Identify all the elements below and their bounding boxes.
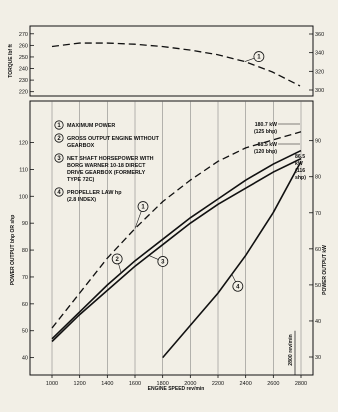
- torque-right-tick-label: 320: [315, 69, 324, 75]
- power-right-tick-label: 40: [315, 319, 321, 325]
- power-left-axis-label: POWER OUTPUT bhp OR shp: [10, 215, 16, 286]
- legend-key-number-3: 3: [57, 156, 61, 162]
- legend-key-number-1: 1: [57, 123, 61, 129]
- power-right-tick-label: 90: [315, 139, 321, 145]
- legend-text-line: BORG WARNER 10-18 DIRECT: [67, 163, 146, 169]
- power-right-tick-label: 70: [315, 211, 321, 217]
- torque-callout-number: 1: [257, 55, 261, 61]
- power-callout-number-4: 4: [236, 284, 240, 290]
- torque-left-tick-label: 220: [19, 90, 28, 96]
- power-left-tick-label: 70: [22, 275, 28, 281]
- x-tick-label: 1400: [101, 381, 113, 387]
- power-series-line-2: [51, 149, 302, 340]
- power-plot-frame: [29, 100, 314, 376]
- power-panel: 1000 1200 1400 1600 1800 2000 2200 2400 2600 2800…: [10, 100, 328, 392]
- annotation-label-line: shp): [295, 175, 306, 181]
- x-tick-label: 2000: [184, 381, 196, 387]
- torque-left-tick-label: 230: [19, 78, 28, 84]
- torque-left-tick-label: 240: [19, 67, 28, 73]
- x-tick-label: 1600: [129, 381, 141, 387]
- annotation-rpm-label: 2800 rev/min: [288, 334, 294, 365]
- power-series-line-4: [162, 160, 302, 359]
- power-callout-number-1: 1: [141, 205, 145, 211]
- power-left-tick-label: 110: [19, 167, 28, 173]
- annotation-label-line: 180.7 kW: [255, 122, 277, 128]
- torque-plot-frame: [29, 25, 314, 97]
- legend-text-line: GROSS OUTPUT ENGINE WITHOUT: [67, 136, 160, 142]
- torque-left-tick-label: 260: [19, 43, 28, 49]
- power-left-tick-label: 100: [19, 194, 28, 200]
- power-left-tick-label: 50: [22, 329, 28, 335]
- torque-right-tick-label: 340: [315, 51, 324, 57]
- legend-key-number-4: 4: [57, 190, 61, 196]
- legend-key-circle-3: [54, 153, 64, 163]
- power-right-tick-label: 50: [315, 283, 321, 289]
- power-right-axis-label: POWER OUTPUT kW: [322, 245, 328, 295]
- x-tick-label: 2400: [240, 381, 252, 387]
- legend-text-line: MAXIMUM POWER: [67, 123, 115, 129]
- legend-text-line: (2.8 INDEX): [67, 197, 96, 203]
- power-left-tick-label: 120: [19, 141, 28, 147]
- power-series-line-3: [51, 157, 302, 343]
- x-axis-label: ENGINE SPEED rev/min: [148, 386, 205, 392]
- power-right-tick-label: 80: [315, 175, 321, 181]
- power-callout-circle-3: [157, 256, 169, 267]
- power-left-tick-label: 40: [22, 356, 28, 362]
- power-right-tick-label: 60: [315, 247, 321, 253]
- power-callout-circle-2: [111, 253, 123, 265]
- legend-key-number-2: 2: [57, 136, 61, 142]
- torque-series-line-1: [51, 42, 301, 87]
- legend-key-circle-4: [54, 187, 64, 197]
- power-left-tick-label: 90: [22, 221, 28, 227]
- legend-text-line: TYPE 72C): [67, 177, 94, 183]
- power-series-line-1: [51, 131, 302, 329]
- annotation-label-line: (116: [295, 168, 305, 174]
- torque-left-tick-label: 250: [19, 55, 28, 61]
- x-tick-label: 2800: [295, 381, 307, 387]
- torque-right-tick-label: 360: [315, 32, 324, 38]
- x-tick-label: 1200: [74, 381, 86, 387]
- power-left-tick-label: 60: [22, 302, 28, 308]
- annotation-label-line: kW: [295, 161, 303, 167]
- legend-text-line: GEARBOX: [67, 143, 95, 149]
- power-callout-number-3: 3: [161, 259, 165, 265]
- x-tick-label: 1000: [46, 381, 58, 387]
- annotation-label-line: (120 bhp): [254, 149, 277, 155]
- torque-axis-label: TORQUE lbf ft: [8, 44, 14, 78]
- power-callout-number-2: 2: [115, 257, 119, 263]
- x-tick-label: 1800: [157, 381, 169, 387]
- power-callout-circle-1: [137, 201, 149, 212]
- x-tick-label: 2600: [267, 381, 279, 387]
- legend-text-line: NET SHAFT HORSEPOWER WITH: [67, 156, 154, 162]
- x-tick-label: 2200: [212, 381, 224, 387]
- legend-key-circle-2: [54, 133, 64, 143]
- annotation-label-line: 86.5: [295, 154, 305, 160]
- annotation-label-line: (125 bhp): [254, 129, 277, 135]
- legend-text-line: DRIVE GEARBOX (FORMERLY: [67, 170, 146, 176]
- legend-text-line: PROPELLER LAW hp: [67, 190, 122, 196]
- torque-callout-circle: [253, 51, 265, 62]
- torque-left-tick-label: 270: [19, 32, 28, 38]
- power-right-tick-label: 30: [315, 355, 321, 361]
- torque-panel: 220 230 240 250 260 270 300 320 340 360 TORQUE l…: [8, 25, 324, 97]
- legend-key-circle-1: [54, 120, 64, 130]
- power-callout-circle-4: [232, 280, 244, 292]
- power-left-tick-label: 80: [22, 248, 28, 254]
- annotation-label-line: 88.5 kW: [258, 142, 277, 148]
- torque-right-tick-label: 300: [315, 88, 324, 94]
